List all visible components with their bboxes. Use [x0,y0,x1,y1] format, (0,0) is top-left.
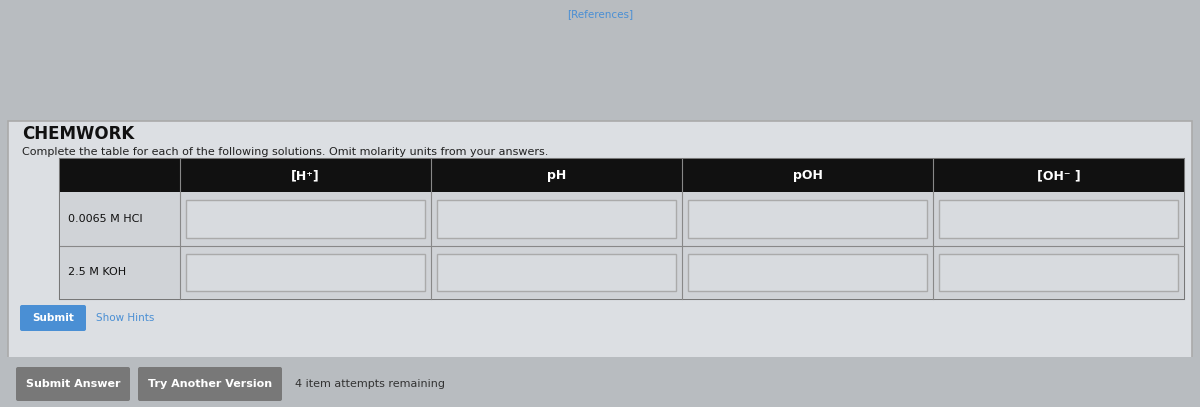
Bar [60,159,1184,299]
Text: [OH⁻ ]: [OH⁻ ] [1037,169,1080,182]
Bar [60,192,1184,245]
Bar [688,200,928,238]
Bar [0,357,1200,407]
Text: CHEMWORK: CHEMWORK [22,125,134,143]
Bar [186,254,425,291]
Text: Complete the table for each of the following solutions. Omit molarity units from: Complete the table for each of the follo… [22,147,548,157]
FancyBboxPatch shape [8,121,1192,389]
Text: Try Another Version: Try Another Version [148,379,272,389]
FancyBboxPatch shape [20,305,86,331]
Bar [60,159,1184,192]
Text: pH: pH [547,169,566,182]
Text: pOH: pOH [792,169,822,182]
Text: [References]: [References] [566,9,634,19]
Text: Submit: Submit [32,313,74,323]
Text: Submit Answer: Submit Answer [25,379,120,389]
FancyBboxPatch shape [16,367,130,401]
Text: 4 item attempts remaining: 4 item attempts remaining [295,379,445,389]
Bar [437,254,676,291]
Bar [940,200,1178,238]
Text: 0.0065 M HCI: 0.0065 M HCI [68,214,143,224]
Bar [186,200,425,238]
Bar [940,254,1178,291]
Text: 2.5 M KOH: 2.5 M KOH [68,267,126,277]
FancyBboxPatch shape [138,367,282,401]
Bar [60,245,1184,299]
Text: Show Hints: Show Hints [96,313,155,323]
Bar [688,254,928,291]
Bar [437,200,676,238]
Text: [H⁺]: [H⁺] [292,169,320,182]
